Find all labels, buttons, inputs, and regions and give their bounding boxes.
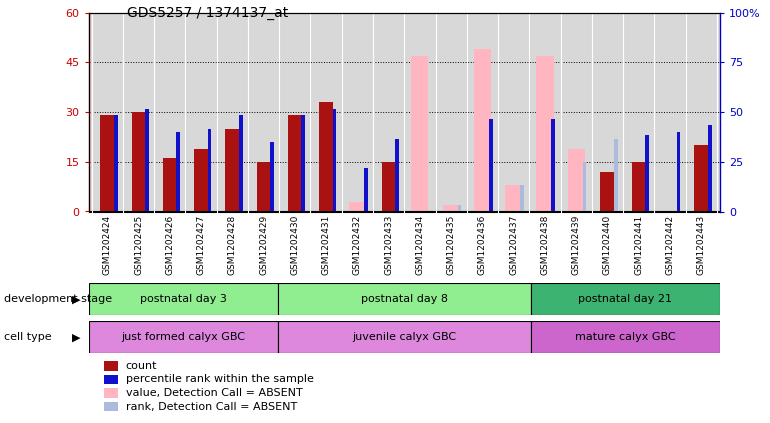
Text: postnatal day 3: postnatal day 3 — [140, 294, 226, 304]
Bar — [114, 115, 118, 212]
Text: GSM1202434: GSM1202434 — [415, 215, 424, 275]
Text: GSM1202430: GSM1202430 — [290, 215, 300, 275]
Bar — [333, 109, 336, 212]
Bar — [194, 148, 208, 212]
Text: GSM1202440: GSM1202440 — [603, 215, 612, 275]
Text: GSM1202441: GSM1202441 — [634, 215, 643, 275]
Bar — [695, 145, 708, 212]
Text: development stage: development stage — [4, 294, 112, 304]
Text: GDS5257 / 1374137_at: GDS5257 / 1374137_at — [127, 6, 288, 20]
Bar — [708, 125, 711, 212]
Bar — [278, 321, 531, 353]
Bar — [645, 135, 649, 212]
Bar — [567, 148, 584, 212]
Text: GSM1202435: GSM1202435 — [447, 215, 456, 275]
Bar — [505, 185, 522, 212]
Text: GSM1202437: GSM1202437 — [509, 215, 518, 275]
Text: percentile rank within the sample: percentile rank within the sample — [126, 374, 313, 385]
Text: GSM1202442: GSM1202442 — [665, 215, 675, 275]
Bar — [614, 139, 618, 212]
Bar — [256, 162, 270, 212]
Text: juvenile calyx GBC: juvenile calyx GBC — [352, 332, 457, 342]
Bar — [411, 56, 428, 212]
Bar — [288, 115, 302, 212]
Text: postnatal day 21: postnatal day 21 — [578, 294, 672, 304]
Bar — [521, 185, 524, 212]
Text: ▶: ▶ — [72, 332, 81, 342]
Bar — [319, 102, 333, 212]
Text: GSM1202425: GSM1202425 — [134, 215, 143, 275]
Bar — [226, 129, 239, 212]
Bar — [208, 129, 212, 212]
Bar — [162, 159, 177, 212]
Text: GSM1202432: GSM1202432 — [353, 215, 362, 275]
Text: GSM1202426: GSM1202426 — [166, 215, 174, 275]
Text: GSM1202443: GSM1202443 — [697, 215, 705, 275]
Text: rank, Detection Call = ABSENT: rank, Detection Call = ABSENT — [126, 401, 296, 412]
Bar — [132, 112, 146, 212]
Text: mature calyx GBC: mature calyx GBC — [575, 332, 675, 342]
Text: GSM1202439: GSM1202439 — [571, 215, 581, 275]
Text: GSM1202433: GSM1202433 — [384, 215, 393, 275]
Text: value, Detection Call = ABSENT: value, Detection Call = ABSENT — [126, 388, 303, 398]
Bar — [631, 162, 646, 212]
Bar — [457, 205, 461, 212]
Bar — [89, 283, 278, 315]
Bar — [551, 119, 555, 212]
Bar — [382, 162, 396, 212]
Bar — [239, 115, 243, 212]
Bar — [583, 162, 587, 212]
Bar — [531, 321, 720, 353]
Text: GSM1202427: GSM1202427 — [196, 215, 206, 275]
Bar — [349, 202, 366, 212]
Bar — [395, 139, 399, 212]
Text: count: count — [126, 361, 157, 371]
Bar — [537, 56, 554, 212]
Bar — [176, 132, 180, 212]
Text: GSM1202424: GSM1202424 — [103, 215, 112, 275]
Bar — [89, 321, 278, 353]
Text: GSM1202438: GSM1202438 — [541, 215, 550, 275]
Bar — [100, 115, 114, 212]
Bar — [677, 132, 680, 212]
Bar — [364, 168, 368, 212]
Text: postnatal day 8: postnatal day 8 — [361, 294, 447, 304]
Bar — [443, 205, 460, 212]
Text: GSM1202436: GSM1202436 — [478, 215, 487, 275]
Text: GSM1202429: GSM1202429 — [259, 215, 268, 275]
Bar — [301, 115, 305, 212]
Bar — [474, 49, 491, 212]
Bar — [278, 283, 531, 315]
Bar — [531, 283, 720, 315]
Text: just formed calyx GBC: just formed calyx GBC — [121, 332, 246, 342]
Text: cell type: cell type — [4, 332, 52, 342]
Text: ▶: ▶ — [72, 294, 81, 304]
Bar — [489, 119, 493, 212]
Text: GSM1202428: GSM1202428 — [228, 215, 237, 275]
Bar — [145, 109, 149, 212]
Bar — [601, 172, 614, 212]
Text: GSM1202431: GSM1202431 — [322, 215, 330, 275]
Bar — [270, 142, 274, 212]
